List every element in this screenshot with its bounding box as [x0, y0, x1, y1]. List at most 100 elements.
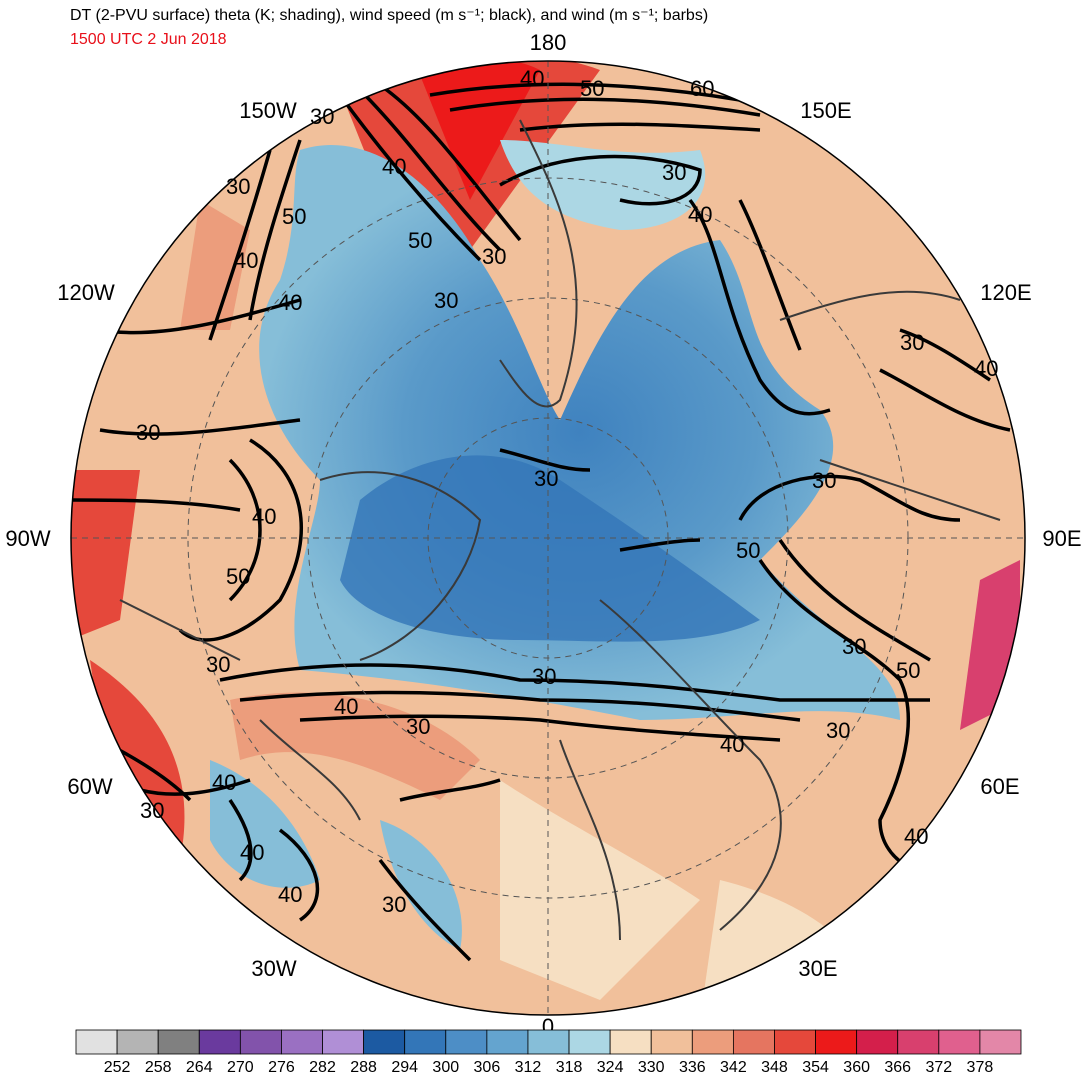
lon-label-90w: 90W: [5, 526, 50, 551]
colorbar-tick-label: 348: [761, 1059, 788, 1076]
colorbar-tick-label: 336: [679, 1059, 706, 1076]
map-boundary: [70, 60, 1026, 1016]
lon-label-30w: 30W: [251, 956, 296, 981]
colorbar-tick-label: 366: [884, 1059, 911, 1076]
colorbar-swatch: [609, 1029, 652, 1055]
contour-label-30: 30: [900, 330, 924, 355]
colorbar-swatch: [445, 1029, 488, 1055]
contour-label-30: 30: [382, 892, 406, 917]
contour-label-40: 40: [240, 840, 264, 865]
contour-label-40: 40: [520, 66, 544, 91]
colorbar-swatch: [75, 1029, 118, 1055]
colorbar-swatch: [938, 1029, 981, 1055]
colorbar-tick-label: 312: [515, 1059, 542, 1076]
colorbar-swatch: [239, 1029, 282, 1055]
colorbar-swatch: [856, 1029, 899, 1055]
colorbar-swatch: [979, 1029, 1022, 1055]
contour-label-30: 30: [534, 466, 558, 491]
colorbar-swatch: [198, 1029, 241, 1055]
contour-label-50: 50: [896, 658, 920, 683]
colorbar-swatch: [404, 1029, 447, 1055]
valid-time: 1500 UTC 2 Jun 2018: [70, 31, 227, 48]
colorbar-tick-label: 342: [720, 1059, 747, 1076]
contour-label-30: 30: [482, 244, 506, 269]
colorbar-tick-label: 354: [802, 1059, 829, 1076]
contour-label-30: 30: [662, 160, 686, 185]
colorbar-swatch: [281, 1029, 323, 1055]
colorbar-swatch: [774, 1029, 816, 1055]
wind-speed-contours: [71, 82, 1011, 962]
graticule: [71, 61, 1025, 1015]
colorbar-tick-label: 318: [556, 1059, 583, 1076]
lon-label-90e: 90E: [1042, 526, 1081, 551]
lon-label-180: 180: [530, 30, 567, 55]
contour-label-40: 40: [212, 770, 236, 795]
contour-label-30: 30: [136, 420, 160, 445]
lon-label-30e: 30E: [798, 956, 837, 981]
contour-labels: 40 50 60 30 30 50 40 50 30 30 30 40 40 4…: [136, 66, 998, 917]
contour-label-30: 30: [310, 104, 334, 129]
contour-label-50: 50: [408, 228, 432, 253]
contour-label-30: 30: [532, 664, 556, 689]
contour-label-50: 50: [580, 76, 604, 101]
contour-label-50: 50: [282, 204, 306, 229]
colorbar-swatch: [568, 1029, 611, 1055]
colorbar-tick-label: 288: [350, 1059, 377, 1076]
contour-label-50: 50: [736, 538, 760, 563]
colorbar-swatch: [897, 1029, 940, 1055]
lon-label-120e: 120E: [980, 280, 1031, 305]
lon-label-120w: 120W: [57, 280, 115, 305]
contour-label-40: 40: [252, 504, 276, 529]
colorbar-swatch: [363, 1029, 406, 1055]
lon-label-60e: 60E: [980, 774, 1019, 799]
contour-label-40: 40: [234, 248, 258, 273]
colorbar-swatch: [732, 1029, 775, 1055]
colorbar-swatch: [815, 1029, 858, 1055]
colorbar-tick-label: 264: [186, 1059, 213, 1076]
contour-label-30: 30: [826, 718, 850, 743]
colorbar-tick-label: 378: [967, 1059, 994, 1076]
contour-label-40: 40: [382, 154, 406, 179]
colorbar-tick-label: 270: [227, 1059, 254, 1076]
lon-label-150w: 150W: [239, 98, 297, 123]
contour-label-40: 40: [974, 356, 998, 381]
contour-label-30: 30: [140, 798, 164, 823]
contour-label-40: 40: [904, 824, 928, 849]
colorbar-tick-label: 276: [268, 1059, 295, 1076]
colorbar-swatch: [650, 1029, 693, 1055]
colorbar-swatch: [527, 1029, 570, 1055]
colorbar-tick-label: 258: [145, 1059, 172, 1076]
contour-label-30: 30: [812, 468, 836, 493]
colorbar-tick-label: 282: [309, 1059, 336, 1076]
lon-label-60w: 60W: [67, 774, 112, 799]
colorbar-tick-label: 252: [104, 1059, 131, 1076]
contour-label-60: 60: [690, 76, 714, 101]
colorbar-tick-label: 360: [843, 1059, 870, 1076]
contour-label-30: 30: [206, 652, 230, 677]
colorbar-tick-label: 330: [638, 1059, 665, 1076]
contour-label-40: 40: [278, 882, 302, 907]
colorbar-swatch: [486, 1029, 529, 1055]
contour-label-30: 30: [226, 174, 250, 199]
coastlines: [119, 119, 1001, 941]
colorbar-tick-label: 372: [925, 1059, 952, 1076]
colorbar-swatch: [691, 1029, 734, 1055]
colorbar-tick-label: 300: [432, 1059, 459, 1076]
contour-label-40: 40: [688, 202, 712, 227]
lon-label-150e: 150E: [800, 98, 851, 123]
contour-label-50: 50: [226, 564, 250, 589]
contour-label-30: 30: [434, 288, 458, 313]
colorbar-swatch: [322, 1029, 365, 1055]
contour-label-40: 40: [720, 732, 744, 757]
contour-label-30: 30: [842, 634, 866, 659]
map-title: DT (2-PVU surface) theta (K; shading), w…: [70, 7, 709, 24]
colorbar: 252 258 264 270 276 282 288 294 300 306 312 318 324 3…: [75, 1029, 1022, 1076]
colorbar-swatch: [116, 1029, 159, 1055]
colorbar-tick-label: 306: [474, 1059, 501, 1076]
colorbar-tick-label: 324: [597, 1059, 624, 1076]
colorbar-swatch: [157, 1029, 200, 1055]
contour-label-40: 40: [278, 290, 302, 315]
contour-label-30: 30: [406, 714, 430, 739]
colorbar-tick-label: 294: [391, 1059, 418, 1076]
